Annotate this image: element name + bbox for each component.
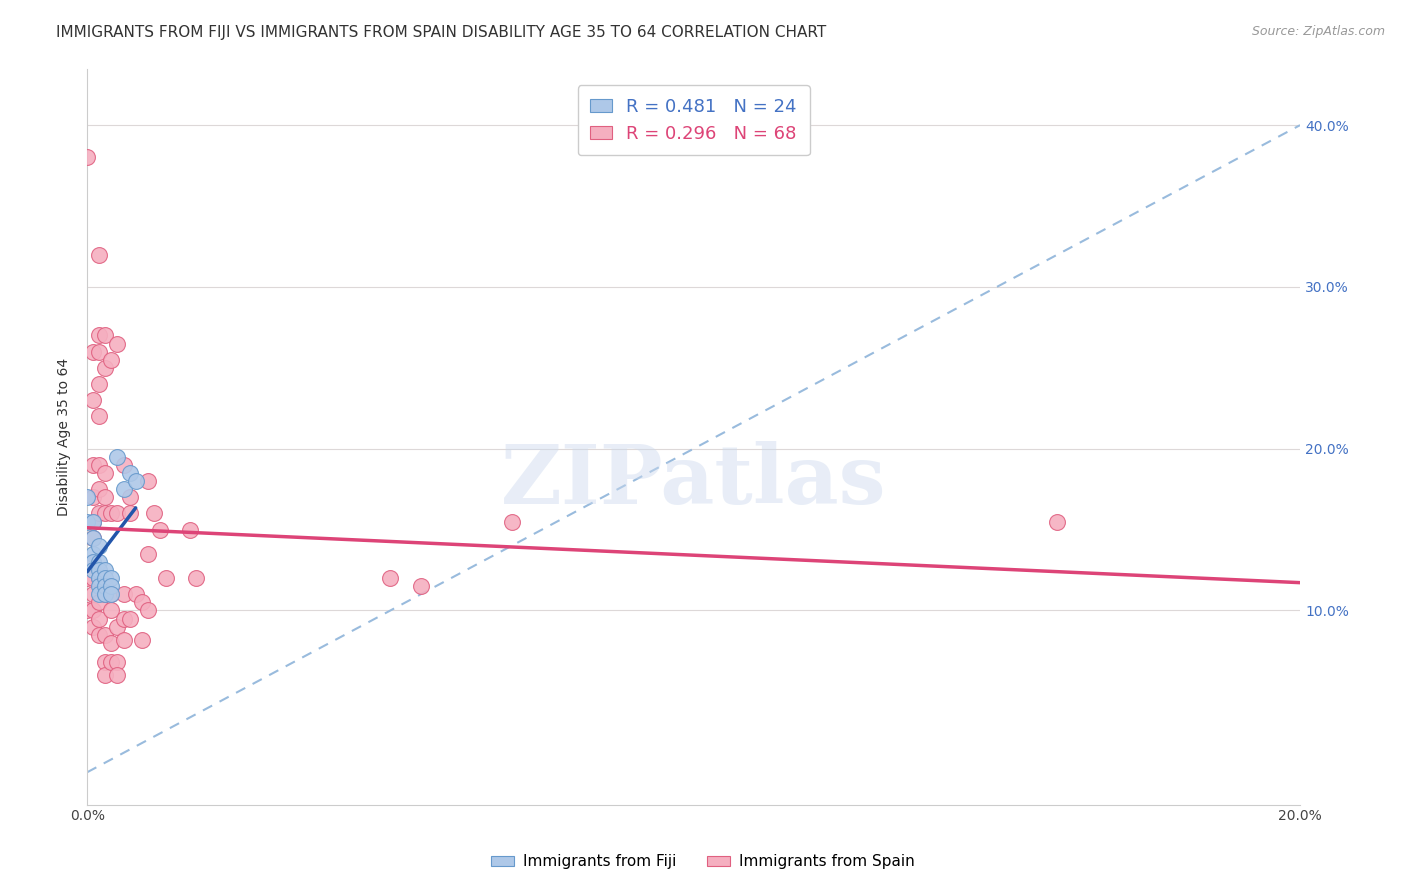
Point — [380, 571, 402, 585]
Point — [155, 571, 177, 585]
Legend: R = 0.481   N = 24, R = 0.296   N = 68: R = 0.481 N = 24, R = 0.296 N = 68 — [578, 85, 810, 155]
Point — [82, 563, 104, 577]
Point — [89, 579, 111, 593]
Point — [94, 563, 117, 577]
Point — [82, 547, 104, 561]
Point — [94, 628, 117, 642]
Point — [131, 595, 153, 609]
Point — [94, 579, 117, 593]
Point — [89, 628, 111, 642]
Point — [100, 352, 122, 367]
Point — [82, 515, 104, 529]
Point — [94, 507, 117, 521]
Point — [107, 336, 129, 351]
Point — [94, 490, 117, 504]
Point — [82, 620, 104, 634]
Point — [89, 482, 111, 496]
Point — [100, 636, 122, 650]
Point — [76, 515, 98, 529]
Point — [82, 587, 104, 601]
Point — [118, 507, 141, 521]
Point — [409, 579, 432, 593]
Point — [107, 450, 129, 464]
Point — [124, 474, 146, 488]
Y-axis label: Disability Age 35 to 64: Disability Age 35 to 64 — [58, 358, 72, 516]
Point — [89, 587, 111, 601]
Point — [501, 515, 523, 529]
Point — [100, 587, 122, 601]
Point — [100, 571, 122, 585]
Point — [82, 603, 104, 617]
Point — [82, 555, 104, 569]
Text: IMMIGRANTS FROM FIJI VS IMMIGRANTS FROM SPAIN DISABILITY AGE 35 TO 64 CORRELATIO: IMMIGRANTS FROM FIJI VS IMMIGRANTS FROM … — [56, 25, 827, 40]
Point — [100, 603, 122, 617]
Point — [76, 571, 98, 585]
Point — [107, 507, 129, 521]
Point — [82, 571, 104, 585]
Point — [82, 555, 104, 569]
Point — [89, 247, 111, 261]
Point — [149, 523, 172, 537]
Point — [82, 458, 104, 472]
Point — [94, 571, 117, 585]
Point — [100, 655, 122, 669]
Point — [89, 376, 111, 391]
Point — [89, 555, 111, 569]
Point — [118, 611, 141, 625]
Point — [89, 507, 111, 521]
Point — [136, 547, 159, 561]
Point — [186, 571, 208, 585]
Point — [118, 490, 141, 504]
Point — [76, 603, 98, 617]
Point — [82, 393, 104, 408]
Point — [107, 668, 129, 682]
Point — [82, 531, 104, 545]
Point — [89, 571, 111, 585]
Point — [82, 531, 104, 545]
Point — [94, 655, 117, 669]
Point — [94, 668, 117, 682]
Point — [112, 587, 135, 601]
Text: Source: ZipAtlas.com: Source: ZipAtlas.com — [1251, 25, 1385, 38]
Point — [124, 587, 146, 601]
Legend: Immigrants from Fiji, Immigrants from Spain: Immigrants from Fiji, Immigrants from Sp… — [485, 848, 921, 875]
Point — [131, 632, 153, 647]
Point — [107, 620, 129, 634]
Point — [94, 587, 117, 601]
Text: ZIPatlas: ZIPatlas — [501, 441, 886, 521]
Point — [94, 466, 117, 480]
Point — [100, 587, 122, 601]
Point — [112, 611, 135, 625]
Point — [94, 587, 117, 601]
Point — [112, 458, 135, 472]
Point — [179, 523, 201, 537]
Point — [142, 507, 165, 521]
Point — [112, 482, 135, 496]
Point — [89, 539, 111, 553]
Point — [89, 563, 111, 577]
Point — [89, 571, 111, 585]
Point — [100, 579, 122, 593]
Point — [94, 360, 117, 375]
Point — [89, 458, 111, 472]
Point — [89, 328, 111, 343]
Point — [82, 515, 104, 529]
Point — [82, 490, 104, 504]
Point — [94, 328, 117, 343]
Point — [1046, 515, 1069, 529]
Point — [136, 603, 159, 617]
Point — [76, 490, 98, 504]
Point — [136, 474, 159, 488]
Point — [89, 595, 111, 609]
Point — [89, 611, 111, 625]
Point — [100, 507, 122, 521]
Point — [107, 655, 129, 669]
Point — [82, 344, 104, 359]
Point — [118, 466, 141, 480]
Point — [89, 409, 111, 424]
Point — [112, 632, 135, 647]
Point — [89, 344, 111, 359]
Point — [76, 151, 98, 165]
